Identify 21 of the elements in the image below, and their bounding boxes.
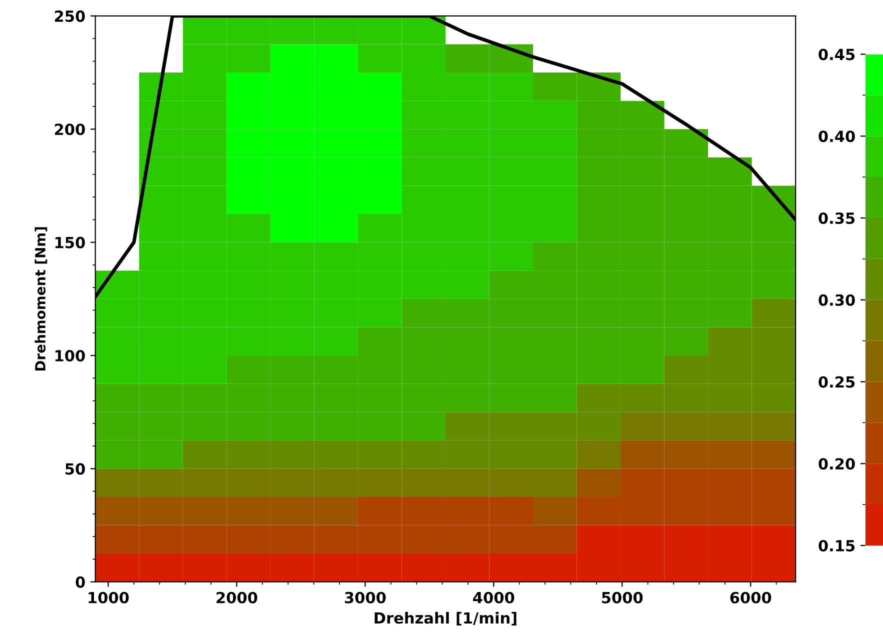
color-bar-label: 0.45 (818, 48, 855, 60)
y-tick-label: 0 (76, 576, 85, 588)
y-tick-label: 50 (66, 463, 85, 475)
color-bar-label: 0.15 (818, 540, 855, 552)
color-bar-label: 0.25 (818, 376, 855, 388)
x-tick-label: 3000 (344, 592, 386, 604)
y-tick-label: 250 (54, 10, 85, 22)
color-bar-label: 0.40 (818, 130, 855, 142)
y-axis-title: Drehmoment [Nm] (34, 227, 48, 370)
color-bar-label: 0.35 (818, 212, 855, 224)
x-tick-label: 1000 (88, 592, 129, 604)
y-tick-label: 150 (55, 236, 85, 248)
x-tick-label: 2000 (216, 592, 258, 604)
y-tick-label: 200 (54, 124, 85, 136)
y-tick-label: 100 (55, 350, 85, 362)
x-tick-label: 4000 (473, 592, 514, 604)
x-tick-label: 5000 (602, 592, 643, 604)
x-axis-title: Drehzahl [1/min] (374, 612, 516, 626)
color-bar-label: 0.30 (818, 294, 855, 306)
x-tick-label: 6000 (730, 592, 772, 604)
color-bar-label: 0.20 (818, 458, 855, 470)
